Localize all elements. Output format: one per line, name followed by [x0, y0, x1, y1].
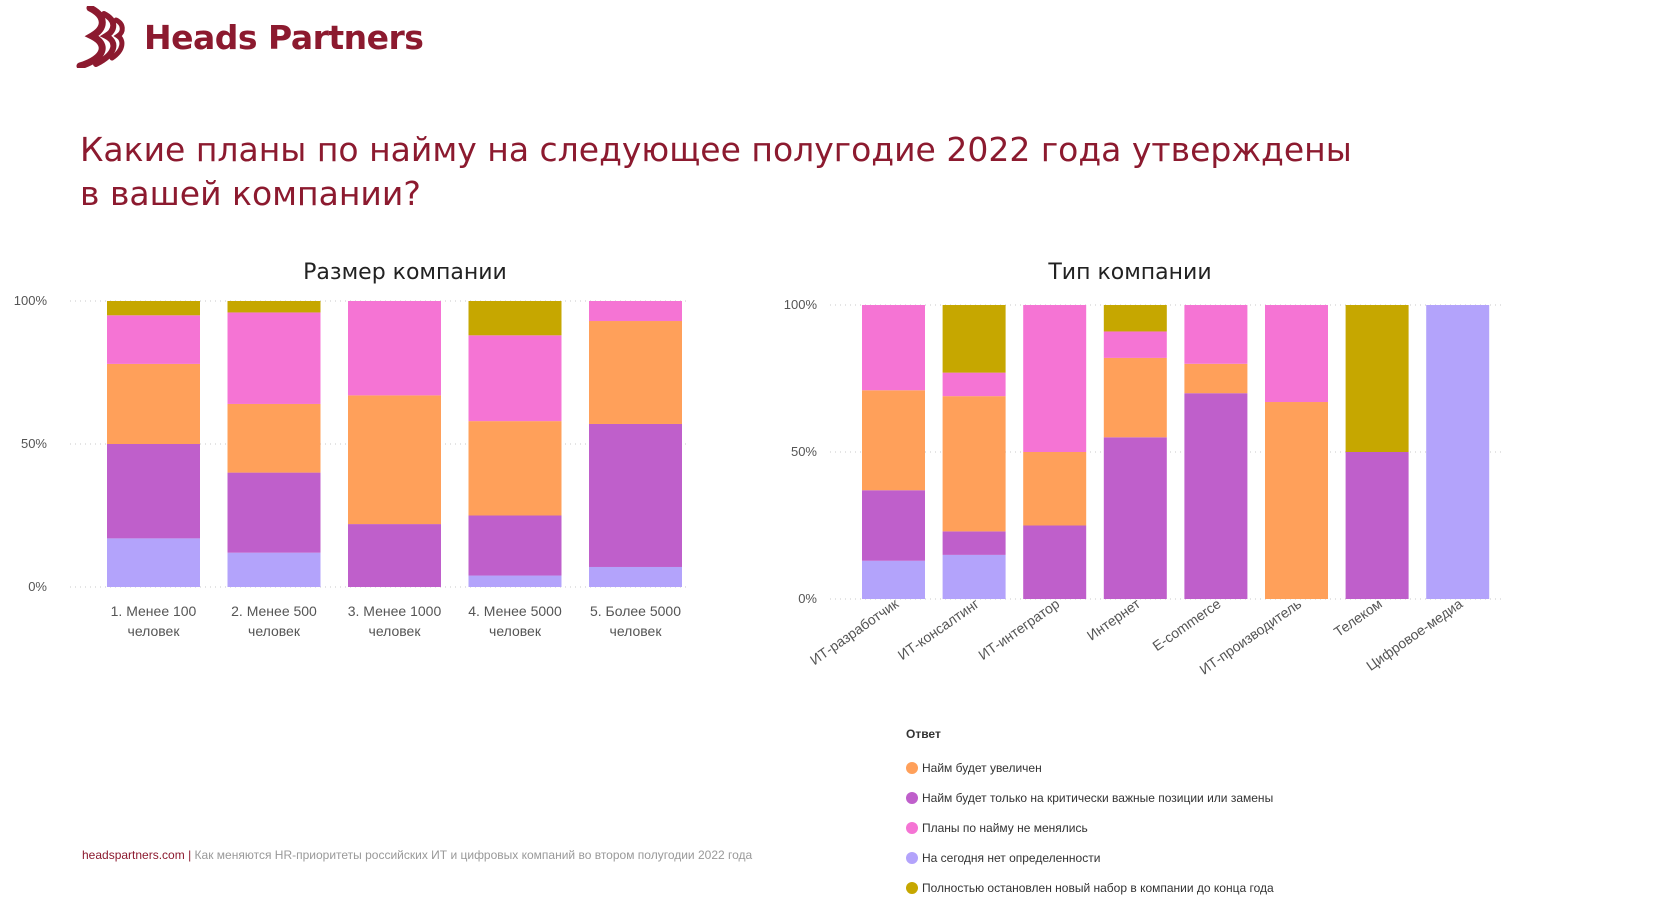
bar-segment [227, 472, 321, 553]
y-tick-label: 0% [798, 591, 817, 606]
y-tick-label: 50% [21, 436, 47, 451]
bar-segment [942, 305, 1006, 373]
bar-segment [348, 395, 441, 525]
bar-segment [227, 312, 321, 404]
bar-segment [468, 575, 562, 587]
legend-label: Полностью остановлен новый набор в компа… [922, 881, 1274, 895]
y-tick-label: 50% [791, 444, 817, 459]
bar-segment [1103, 357, 1167, 438]
bar-segment [1345, 452, 1409, 599]
x-tick-label: 3. Менее 1000 [348, 603, 442, 619]
bar-segment [348, 524, 441, 587]
x-tick-label: человек [248, 623, 301, 639]
bar-segment [227, 403, 321, 473]
footer-separator: | [188, 848, 192, 862]
legend-item: Планы по найму не менялись [906, 813, 1274, 843]
legend-item: На сегодня нет определенности [906, 843, 1274, 873]
chart-1-title: Размер компании [303, 260, 507, 285]
x-tick-label: Телеком [1331, 595, 1385, 640]
bar-segment [1184, 393, 1248, 599]
x-tick-label: человек [610, 623, 663, 639]
bar-segment [468, 421, 562, 516]
bar-segment [862, 390, 925, 491]
bar-segment [348, 301, 441, 396]
bar-segment [468, 301, 562, 336]
bar-segment [862, 490, 925, 561]
chart-2-title: Тип компании [1048, 260, 1212, 285]
x-tick-label: 5. Более 5000 [590, 603, 681, 619]
bar-segment [862, 560, 925, 599]
bar-segment [589, 566, 682, 587]
bar-segment [1023, 305, 1087, 452]
y-tick-label: 100% [14, 293, 48, 308]
bar-segment [589, 321, 682, 424]
legend-item: Полностью остановлен новый набор в компа… [906, 873, 1274, 903]
bar-segment [1265, 402, 1328, 599]
x-tick-label: ИТ-интегратор [975, 595, 1062, 663]
bar-segment [862, 305, 925, 391]
bar-segment [1103, 331, 1167, 358]
bar-segment [1103, 305, 1167, 332]
chart-legend: Ответ Найм будет увеличен Найм будет тол… [906, 727, 1274, 903]
legend-title: Ответ [906, 727, 941, 741]
x-tick-label: человек [128, 623, 181, 639]
bar-segment [227, 301, 321, 313]
footer: headspartners.com | Как меняются HR-прио… [82, 848, 752, 862]
bar-segment [942, 372, 1006, 397]
bar-segment [1265, 305, 1328, 403]
bar-segment [468, 335, 562, 422]
bar-segment [1103, 437, 1167, 599]
brand-logo: Heads Partners [76, 6, 424, 68]
footer-site-link[interactable]: headspartners.com [82, 848, 185, 862]
page-title: Какие планы по найму на следующее полуго… [80, 130, 1352, 213]
bar-segment [1184, 363, 1248, 394]
x-tick-label: человек [369, 623, 422, 639]
footer-text: Как меняются HR-приоритеты российских ИТ… [194, 848, 753, 862]
bar-segment [942, 396, 1006, 532]
legend-label: Найм будет увеличен [922, 761, 1042, 775]
x-tick-label: ИТ-разработчик [807, 595, 902, 668]
bar-segment [107, 363, 200, 444]
bar-segment [589, 301, 682, 322]
bar-segment [1184, 305, 1248, 364]
x-tick-label: E-commerce [1149, 595, 1223, 654]
chart-company-size: 0% 50% 100% 1. Менее 100 человек 2. Менее 500… [14, 293, 690, 639]
x-tick-label: ИТ-консалтинг [895, 595, 982, 663]
bar-segment [589, 423, 682, 567]
bar-segment [468, 515, 562, 576]
legend-swatch [906, 822, 918, 834]
bar-segment [107, 301, 200, 316]
legend-swatch [906, 762, 918, 774]
bar-segment [942, 554, 1006, 599]
bar-segment [227, 552, 321, 587]
bar-segment [1023, 525, 1087, 599]
brand-name: Heads Partners [144, 17, 424, 57]
legend-item: Найм будет увеличен [906, 753, 1274, 783]
legend-label: Найм будет только на критически важные п… [922, 791, 1274, 805]
bar-segment [107, 444, 200, 539]
y-tick-label: 0% [28, 579, 47, 594]
legend-swatch [906, 882, 918, 894]
bar-segment [107, 315, 200, 364]
bar-segment [107, 538, 200, 587]
x-tick-label: человек [489, 623, 542, 639]
bar-segment [1345, 305, 1409, 452]
legend-swatch [906, 852, 918, 864]
bar-segment [942, 531, 1006, 555]
legend-swatch [906, 792, 918, 804]
bar-segment [1023, 452, 1087, 526]
legend-label: Планы по найму не менялись [922, 821, 1088, 835]
x-tick-label: 4. Менее 5000 [468, 603, 562, 619]
chart-company-type: 0% 50% 100% ИТ-разработчикИТ-консалтингИТ-и… [784, 297, 1505, 678]
legend-label: На сегодня нет определенности [922, 851, 1101, 865]
y-tick-label: 100% [784, 297, 818, 312]
x-tick-label: Интернет [1084, 595, 1144, 643]
bar-segment [1426, 305, 1490, 599]
x-tick-label: 2. Менее 500 [231, 603, 317, 619]
x-tick-label: 1. Менее 100 [111, 603, 197, 619]
brand-logo-icon [76, 6, 125, 68]
legend-item: Найм будет только на критически важные п… [906, 783, 1274, 813]
